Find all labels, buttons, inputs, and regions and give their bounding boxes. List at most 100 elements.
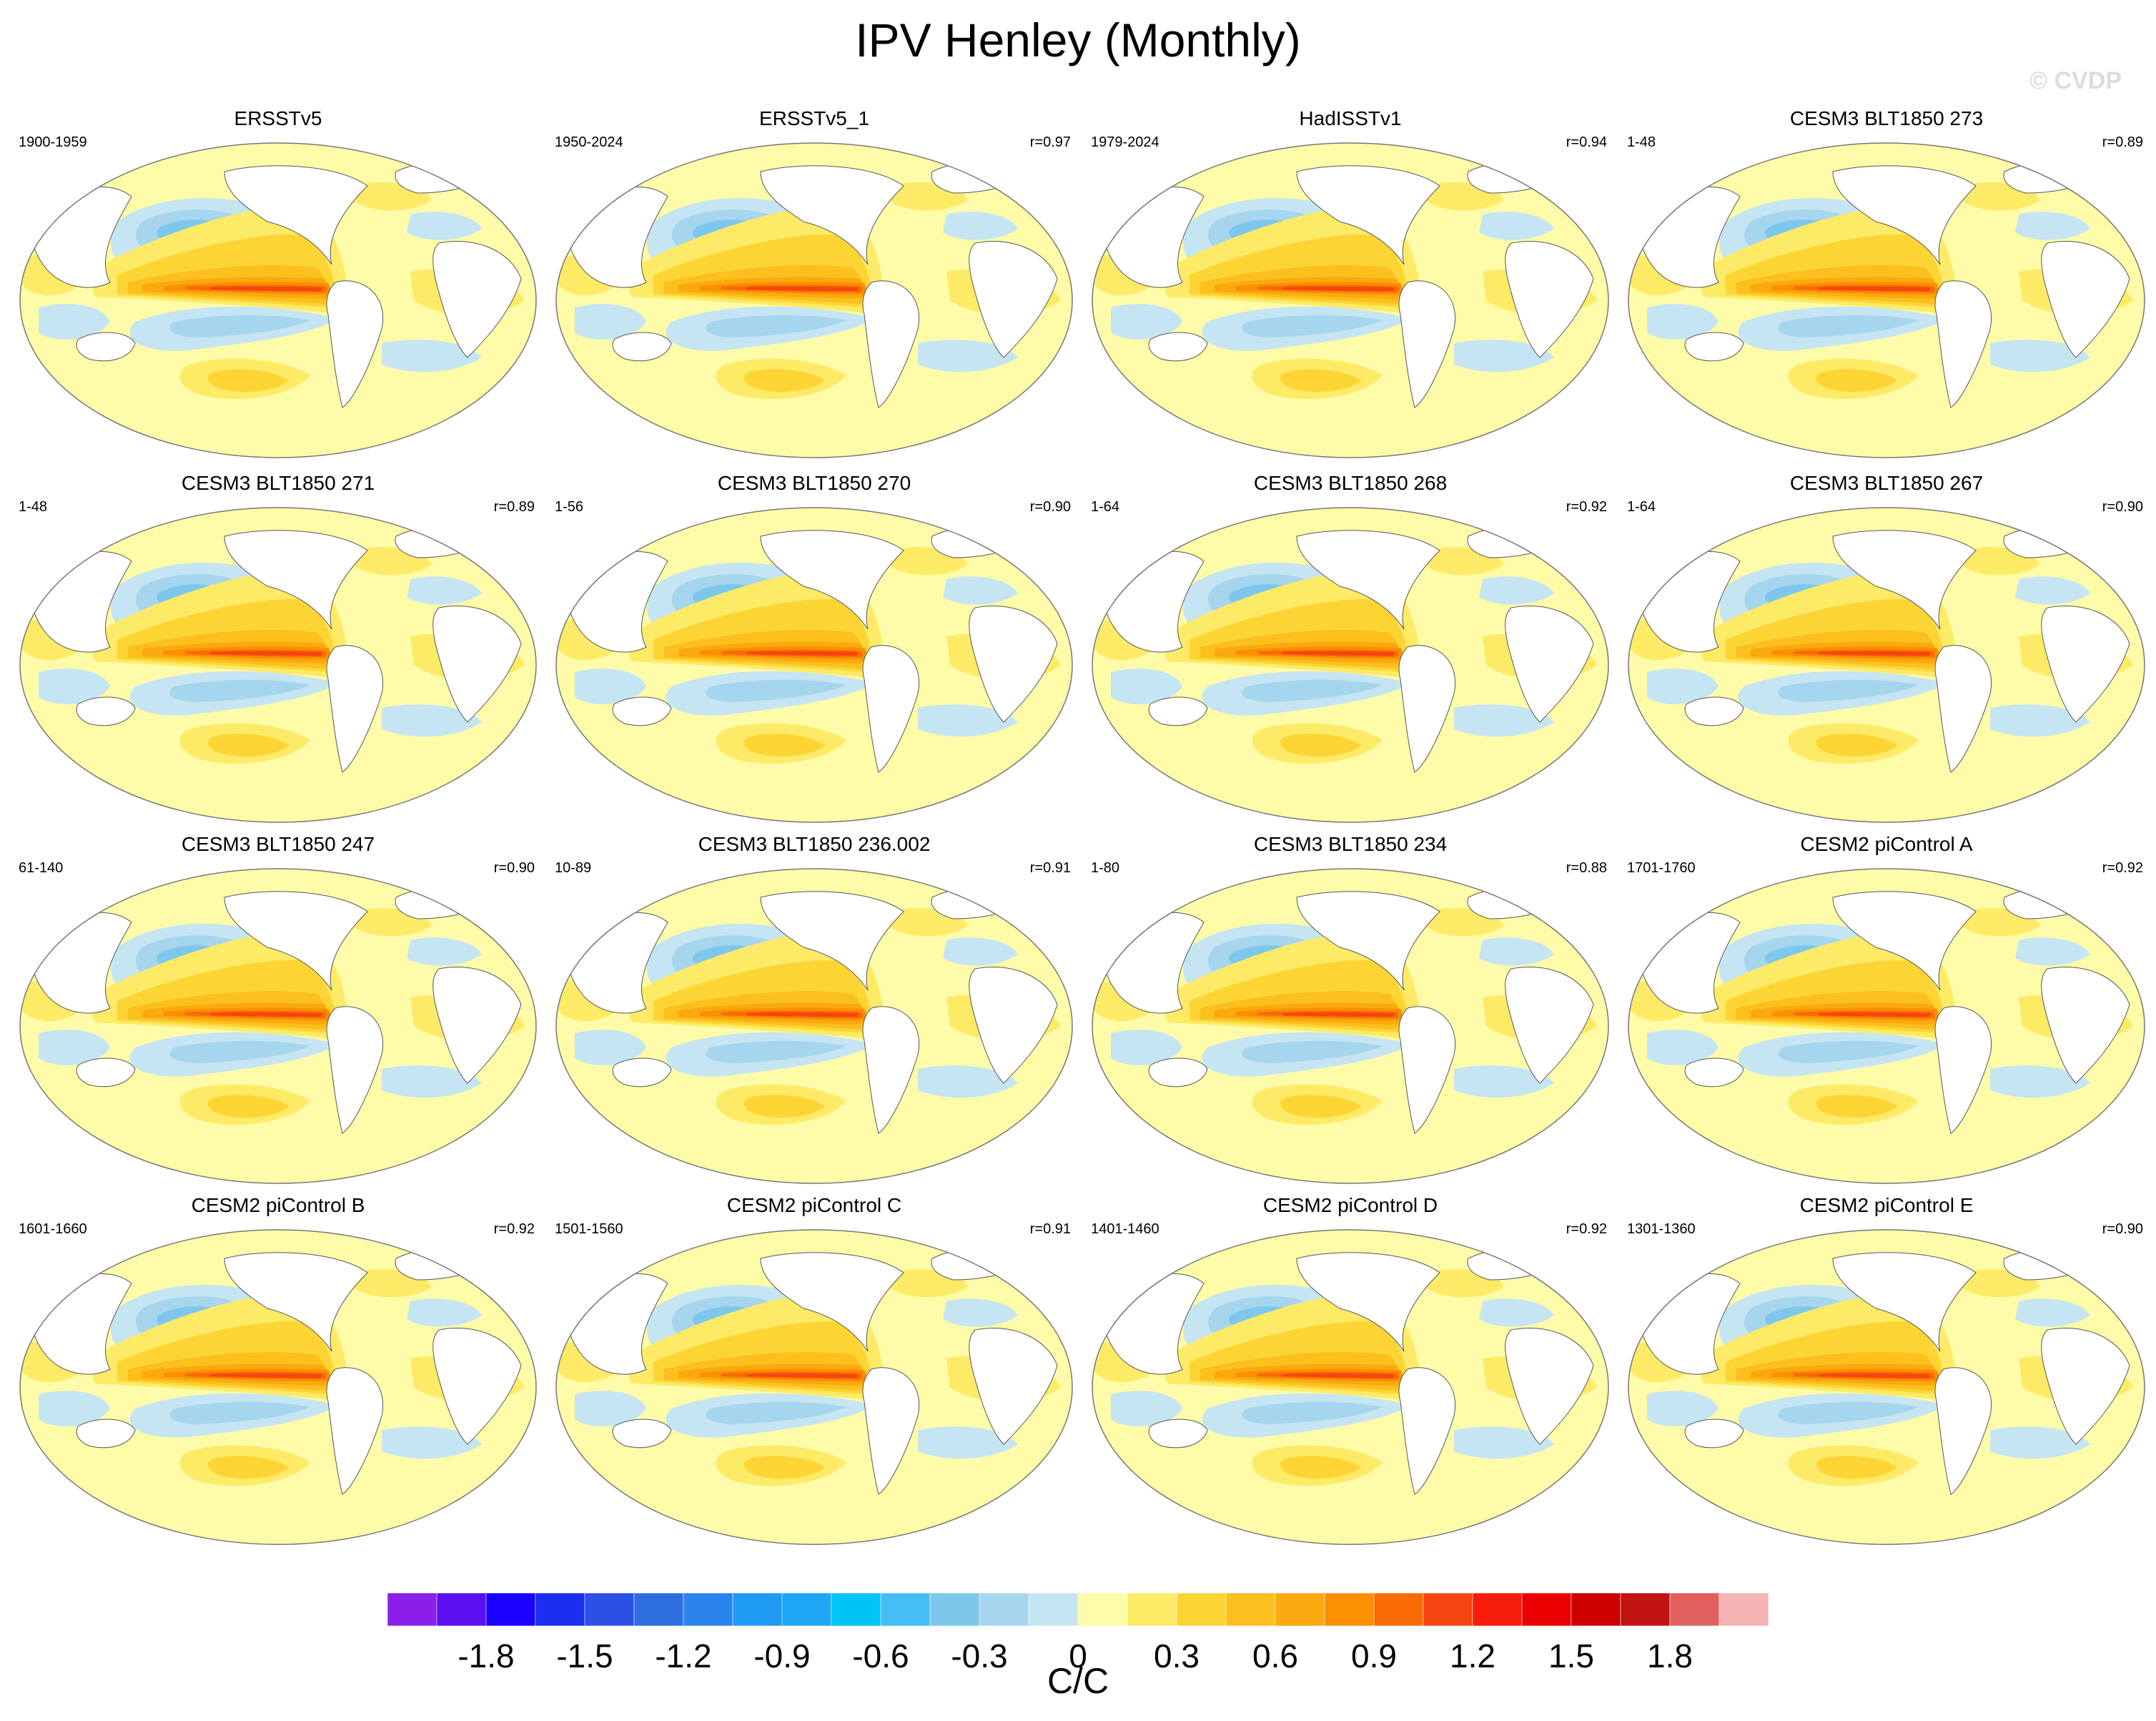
panel-period: 61-140: [19, 860, 64, 876]
sst-field: [1628, 143, 2145, 458]
map-svg: [1092, 507, 1609, 823]
sst-contour-region: [2015, 937, 2090, 966]
sst-contour-region: [1454, 1065, 1554, 1098]
sst-contour-region: [575, 1391, 646, 1426]
sst-contour-region: [407, 937, 482, 966]
sst-contour-region: [39, 669, 110, 704]
map-panel: CESM2 piControl A 1701-1760 r=0.92: [1618, 833, 2155, 1190]
panel-correlation: r=0.92: [2102, 860, 2143, 876]
sst-field: [556, 1230, 1072, 1544]
sst-contour-region: [1990, 1065, 2090, 1098]
land-mass: [224, 530, 368, 630]
sst-contour-region: [743, 734, 825, 756]
map-border: [1628, 868, 2145, 1184]
sst-contour-region: [943, 212, 1018, 240]
map-panel: CESM3 BLT1850 270 1-56 r=0.90: [546, 472, 1082, 829]
sst-contour-region: [706, 679, 846, 702]
sst-contour-region: [1242, 679, 1383, 702]
sst-contour-region: [743, 1095, 825, 1118]
land-mass: [969, 966, 1058, 1084]
sst-contour-region: [407, 1298, 482, 1327]
sst-contour-region: [2015, 212, 2090, 240]
sst-field: [20, 508, 536, 822]
land-mass: [326, 1367, 383, 1495]
land-mass: [612, 1419, 672, 1449]
land-mass: [76, 696, 136, 726]
panel-correlation: r=0.90: [2102, 499, 2143, 515]
colorbar-swatch: [1669, 1592, 1720, 1627]
panel-title: CESM3 BLT1850 273: [1789, 107, 1984, 129]
sst-field: [1628, 869, 2145, 1183]
land-mass: [1505, 240, 1594, 358]
map-panel: CESM2 piControl B 1601-1660 r=0.92: [10, 1194, 546, 1552]
sst-contour-region: [169, 1401, 310, 1424]
sst-contour-region: [169, 679, 310, 702]
land-mass: [1505, 966, 1594, 1084]
map-border: [19, 507, 537, 823]
land-mass: [969, 240, 1058, 358]
land-mass: [1398, 1367, 1455, 1495]
map-svg: [555, 868, 1073, 1184]
sst-contour-region: [1280, 1456, 1361, 1479]
colorbar-swatch: [781, 1592, 832, 1627]
land-mass: [432, 605, 522, 723]
panel-title: CESM2 piControl E: [1799, 1194, 1974, 1216]
sst-contour-region: [1111, 1030, 1182, 1065]
map-panel: CESM3 BLT1850 247 61-140 r=0.90: [10, 833, 546, 1190]
colorbar-swatch: [1620, 1592, 1671, 1627]
land-mass: [1832, 891, 1977, 991]
panel-title: CESM3 BLT1850 234: [1253, 833, 1448, 855]
sst-contour-region: [1242, 1401, 1383, 1424]
land-mass: [432, 240, 522, 358]
sst-contour-region: [1280, 734, 1361, 756]
map-border: [1092, 507, 1609, 823]
map-panel: CESM2 piControl C 1501-1560 r=0.91: [546, 1194, 1082, 1552]
land-mass: [760, 165, 904, 265]
sst-contour-region: [2015, 576, 2090, 605]
sst-contour-region: [943, 1298, 1018, 1327]
map-panel: CESM3 BLT1850 273 1-48 r=0.89: [1618, 107, 2155, 465]
colorbar-swatch: [633, 1592, 684, 1627]
land-mass: [612, 1057, 672, 1088]
map-svg: [19, 868, 537, 1184]
colorbar-swatch: [535, 1592, 585, 1627]
sst-contour-region: [575, 304, 646, 340]
land-mass: [969, 1327, 1058, 1445]
land-mass: [224, 165, 368, 265]
panel-period: 1979-2024: [1091, 134, 1159, 150]
colorbar-swatch: [880, 1592, 931, 1627]
land-mass: [224, 1252, 368, 1352]
map-border: [1092, 868, 1609, 1184]
colorbar-swatch: [1028, 1592, 1079, 1627]
map-svg: [1628, 868, 2145, 1184]
land-mass: [1398, 280, 1455, 408]
panel-correlation: r=0.92: [1566, 499, 1607, 515]
map-svg: [19, 507, 537, 823]
sst-contour-region: [1647, 304, 1719, 340]
land-mass: [1467, 162, 1555, 194]
colorbar-swatch: [979, 1592, 1029, 1627]
land-mass: [1296, 530, 1440, 630]
panel-title: CESM2 piControl D: [1262, 1194, 1438, 1216]
land-mass: [612, 696, 672, 726]
sst-contour-region: [706, 315, 846, 337]
sst-contour-region: [918, 340, 1018, 373]
map-svg: [1092, 1229, 1609, 1545]
land-mass: [1684, 696, 1744, 726]
panel-title: CESM2 piControl B: [191, 1194, 365, 1216]
sst-contour-region: [1819, 286, 1931, 291]
sst-contour-region: [918, 1426, 1018, 1459]
land-mass: [2003, 527, 2091, 558]
map-svg: [1628, 142, 2145, 458]
sst-contour-region: [39, 304, 110, 340]
land-mass: [1934, 280, 1992, 408]
map-border: [555, 868, 1073, 1184]
sst-contour-region: [207, 1095, 289, 1118]
land-mass: [862, 280, 919, 408]
panel-title: CESM3 BLT1850 271: [181, 472, 375, 494]
land-mass: [395, 888, 483, 919]
map-panel: CESM3 BLT1850 267 1-64 r=0.90: [1618, 472, 2155, 829]
sst-contour-region: [1990, 704, 2090, 737]
sst-contour-region: [207, 734, 289, 756]
sst-contour-region: [746, 651, 859, 656]
